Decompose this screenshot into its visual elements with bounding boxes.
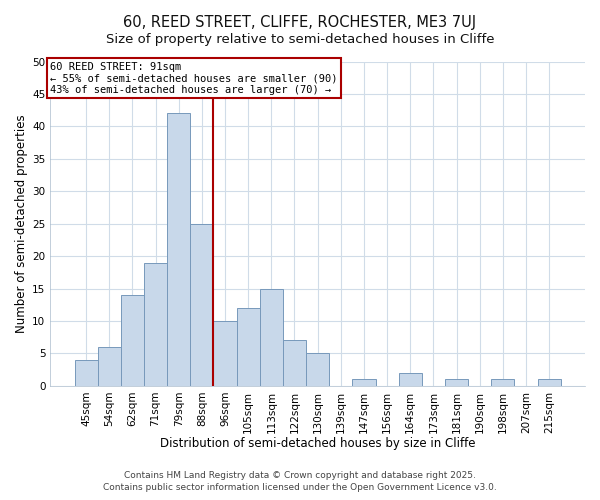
Bar	[538, 380, 560, 386]
Bar	[352, 380, 376, 386]
Bar	[190, 224, 214, 386]
Bar	[74, 360, 98, 386]
Bar	[445, 380, 468, 386]
Bar	[167, 114, 190, 386]
Text: Size of property relative to semi-detached houses in Cliffe: Size of property relative to semi-detach…	[106, 32, 494, 46]
X-axis label: Distribution of semi-detached houses by size in Cliffe: Distribution of semi-detached houses by …	[160, 437, 475, 450]
Text: 60 REED STREET: 91sqm
← 55% of semi-detached houses are smaller (90)
43% of semi: 60 REED STREET: 91sqm ← 55% of semi-deta…	[50, 62, 338, 94]
Bar	[236, 308, 260, 386]
Text: Contains HM Land Registry data © Crown copyright and database right 2025.
Contai: Contains HM Land Registry data © Crown c…	[103, 471, 497, 492]
Bar	[260, 288, 283, 386]
Bar	[121, 295, 144, 386]
Bar	[306, 354, 329, 386]
Bar	[398, 373, 422, 386]
Bar	[283, 340, 306, 386]
Bar	[98, 347, 121, 386]
Y-axis label: Number of semi-detached properties: Number of semi-detached properties	[15, 114, 28, 333]
Bar	[214, 321, 236, 386]
Bar	[144, 262, 167, 386]
Text: 60, REED STREET, CLIFFE, ROCHESTER, ME3 7UJ: 60, REED STREET, CLIFFE, ROCHESTER, ME3 …	[124, 15, 476, 30]
Bar	[491, 380, 514, 386]
